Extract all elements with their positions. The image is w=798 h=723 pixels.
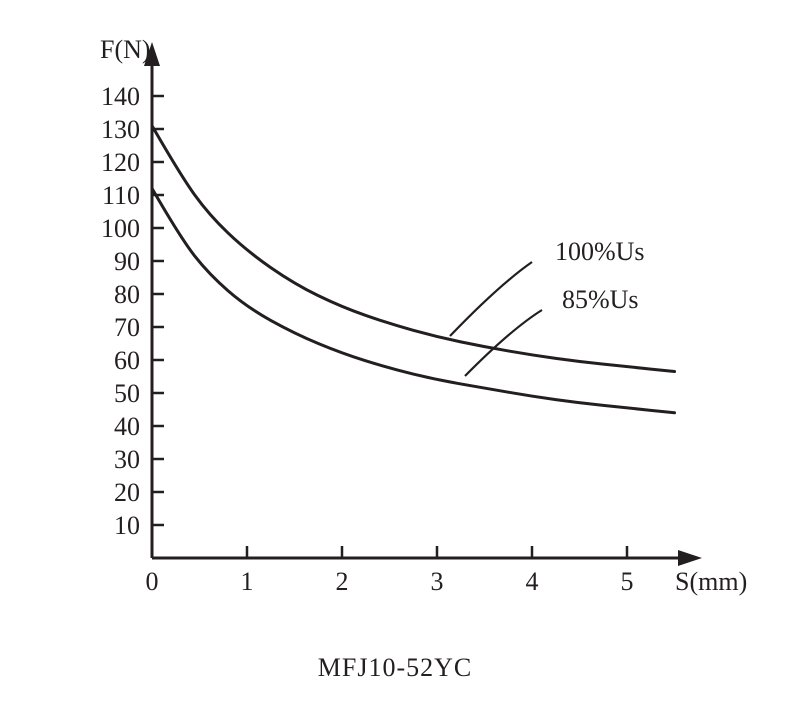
force-stroke-chart: 10 20 30 40 50 60 70 80 90 100 110 120 130 140 0 1 2 3 4 5 F…: [0, 0, 798, 723]
x-tick-label: 5: [621, 567, 634, 596]
y-axis-label: F(N): [100, 35, 151, 64]
y-tick-label: 70: [114, 313, 140, 342]
x-tick-label: 4: [526, 567, 539, 596]
y-tick-label: 100: [101, 214, 140, 243]
y-tick-label: 10: [114, 511, 140, 540]
x-axis-label: S(mm): [675, 567, 747, 596]
y-tick-label: 110: [102, 181, 140, 210]
chart-container: 10 20 30 40 50 60 70 80 90 100 110 120 130 140 0 1 2 3 4 5 F…: [0, 0, 798, 723]
y-tick-label: 60: [114, 346, 140, 375]
x-tick-label: 3: [431, 567, 444, 596]
y-tick-label: 130: [101, 115, 140, 144]
y-tick-label: 40: [114, 412, 140, 441]
series-label-100%Us: 100%Us: [555, 237, 645, 266]
x-tick-label: 1: [241, 567, 254, 596]
x-tick-label: 2: [336, 567, 349, 596]
y-tick-label: 30: [114, 445, 140, 474]
x-tick-label: 0: [146, 567, 159, 596]
y-tick-label: 50: [114, 379, 140, 408]
y-tick-label: 80: [114, 280, 140, 309]
y-tick-label: 20: [114, 478, 140, 507]
y-tick-label: 140: [101, 82, 140, 111]
series-leader-85%Us: [465, 310, 542, 376]
y-tick-label: 120: [101, 148, 140, 177]
y-tick-label: 90: [114, 247, 140, 276]
x-axis-arrowhead: [678, 550, 702, 566]
chart-caption: MFJ10-52YC: [318, 653, 472, 682]
series-label-85%Us: 85%Us: [562, 285, 639, 314]
